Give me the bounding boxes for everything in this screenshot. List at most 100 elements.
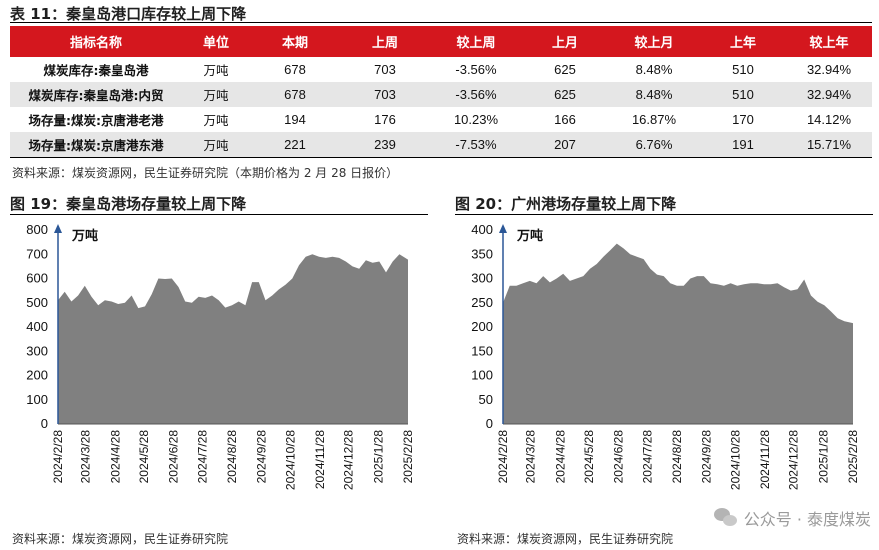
y-tick-label: 100 xyxy=(471,368,493,383)
y-tick-label: 600 xyxy=(26,271,48,286)
value-cell: 14.12% xyxy=(806,112,852,127)
watermark: 公众号 · 泰度煤炭 xyxy=(713,506,871,530)
value-cell: -3.56% xyxy=(455,62,497,77)
table-row: 煤炭库存:秦皇岛港 万吨 678 703 -3.56% 625 8.48% 510 32.94% xyxy=(10,57,872,82)
value-cell: 510 xyxy=(700,82,786,107)
column-header: 指标名称 xyxy=(10,26,182,57)
x-tick-label: 2024/7/28 xyxy=(195,430,209,484)
column-header: 较上年 xyxy=(786,26,872,57)
x-tick-label: 2024/6/28 xyxy=(167,430,181,484)
unit-cell: 万吨 xyxy=(182,82,250,107)
y-tick-label: 0 xyxy=(41,416,48,431)
unit-cell: 万吨 xyxy=(182,132,250,158)
x-tick-label: 2024/11/28 xyxy=(313,430,327,489)
y-tick-label: 150 xyxy=(471,343,493,358)
y-tick-label: 200 xyxy=(26,368,48,383)
x-tick-label: 2024/3/28 xyxy=(79,430,93,484)
area-series xyxy=(503,243,853,424)
value-cell: 194 xyxy=(284,112,306,127)
column-header: 上周 xyxy=(340,26,430,57)
value-cell: 16.87% xyxy=(631,112,677,127)
value-cell: 8.48% xyxy=(635,62,673,77)
y-axis-arrow xyxy=(499,224,507,233)
y-tick-label: 300 xyxy=(26,343,48,358)
value-cell: 166 xyxy=(554,112,576,127)
value-cell: 10.23% xyxy=(453,112,499,127)
value-cell: 32.94% xyxy=(786,82,872,107)
y-tick-label: 50 xyxy=(479,392,493,407)
y-tick-label: 100 xyxy=(26,392,48,407)
indicator-name-cell: 场存量:煤炭:京唐港东港 xyxy=(10,132,182,158)
qinhuangdao-stock-chart: 图 19：秦皇岛港场存量较上周下降 0 100 200 300 400 500 600 700… xyxy=(10,192,428,546)
guangzhou-stock-chart: 图 20：广州港场存量较上周下降 0 50 100 150 200 250 300 350 40… xyxy=(455,192,873,546)
value-cell: 176 xyxy=(374,112,396,127)
table-row: 场存量:煤炭:京唐港东港 万吨 221 239 -7.53% 207 6.76% 191 15.… xyxy=(10,132,872,158)
x-tick-label: 2024/12/28 xyxy=(787,430,801,490)
column-header: 上月 xyxy=(522,26,608,57)
x-tick-label: 2025/1/28 xyxy=(371,430,385,484)
y-tick-label: 300 xyxy=(471,271,493,286)
area-series xyxy=(58,254,408,424)
table-title: 表 11：秦皇岛港口库存较上周下降 xyxy=(10,5,247,23)
value-cell: 32.94% xyxy=(806,62,852,77)
wechat-icon xyxy=(713,508,738,528)
x-tick-label: 2024/7/28 xyxy=(640,430,654,484)
value-cell: 191 xyxy=(700,132,786,158)
x-tick-label: 2024/11/28 xyxy=(758,430,772,489)
value-cell: -7.53% xyxy=(430,132,522,158)
unit-label: 万吨 xyxy=(71,228,98,244)
value-cell: 703 xyxy=(340,82,430,107)
x-tick-label: 2025/2/28 xyxy=(846,430,860,484)
y-axis-arrow xyxy=(54,224,62,233)
value-cell: 15.71% xyxy=(786,132,872,158)
y-tick-label: 350 xyxy=(471,246,493,261)
x-tick-label: 2024/9/28 xyxy=(255,430,269,484)
table-header-row: 指标名称 单位 本期 上周 较上周 上月 较上月 上年 较上年 xyxy=(10,26,872,57)
value-cell: 221 xyxy=(250,132,340,158)
x-tick-label: 2024/5/28 xyxy=(137,430,151,484)
column-header: 较上周 xyxy=(430,26,522,57)
unit-cell: 万吨 xyxy=(203,63,229,78)
x-tick-label: 2024/9/28 xyxy=(700,430,714,484)
value-cell: 510 xyxy=(732,62,754,77)
table-source-note: 资料来源：煤炭资源网，民生证券研究院（本期价格为 2 月 28 日报价） xyxy=(12,166,399,180)
x-tick-label: 2024/2/28 xyxy=(51,430,65,484)
unit-cell: 万吨 xyxy=(203,113,229,128)
y-tick-label: 0 xyxy=(486,416,493,431)
x-tick-label: 2024/8/28 xyxy=(225,430,239,484)
chart-source-note: 资料来源：煤炭资源网，民生证券研究院 xyxy=(457,532,674,546)
column-header: 单位 xyxy=(182,26,250,57)
chart-title: 图 20：广州港场存量较上周下降 xyxy=(455,195,677,213)
value-cell: 678 xyxy=(284,62,306,77)
value-cell: 207 xyxy=(522,132,608,158)
value-cell: 678 xyxy=(250,82,340,107)
chart-title: 图 19：秦皇岛港场存量较上周下降 xyxy=(10,195,247,213)
y-tick-label: 200 xyxy=(471,319,493,334)
x-tick-label: 2024/8/28 xyxy=(670,430,684,484)
value-cell: 6.76% xyxy=(608,132,700,158)
y-tick-label: 400 xyxy=(471,222,493,237)
x-tick-label: 2025/2/28 xyxy=(401,430,415,484)
value-cell: 625 xyxy=(554,62,576,77)
value-cell: 625 xyxy=(522,82,608,107)
x-tick-label: 2024/10/28 xyxy=(283,430,297,490)
indicator-name-cell: 煤炭库存:秦皇岛港:内贸 xyxy=(10,82,182,107)
unit-label: 万吨 xyxy=(516,228,543,244)
table-row: 煤炭库存:秦皇岛港:内贸 万吨 678 703 -3.56% 625 8.48% 510 32.… xyxy=(10,82,872,107)
port-inventory-table: 指标名称 单位 本期 上周 较上周 上月 较上月 上年 较上年 煤炭库存:秦皇岛港 万吨 678 70… xyxy=(10,26,872,158)
chart-title-bar: 图 19：秦皇岛港场存量较上周下降 xyxy=(10,192,428,215)
watermark-text: 公众号 · 泰度煤炭 xyxy=(743,510,871,529)
indicator-name-cell: 煤炭库存:秦皇岛港 xyxy=(43,63,149,78)
value-cell: 703 xyxy=(374,62,396,77)
x-tick-label: 2024/5/28 xyxy=(582,430,596,484)
x-tick-label: 2024/12/28 xyxy=(342,430,356,490)
y-tick-label: 500 xyxy=(26,295,48,310)
value-cell: 170 xyxy=(732,112,754,127)
table-row: 场存量:煤炭:京唐港老港 万吨 194 176 10.23% 166 16.87% 170 14… xyxy=(10,107,872,132)
x-tick-label: 2024/2/28 xyxy=(496,430,510,484)
y-tick-label: 700 xyxy=(26,246,48,261)
table-title-bar: 表 11：秦皇岛港口库存较上周下降 xyxy=(10,0,872,23)
indicator-name-cell: 场存量:煤炭:京唐港老港 xyxy=(28,113,164,128)
y-tick-label: 800 xyxy=(26,222,48,237)
column-header: 本期 xyxy=(250,26,340,57)
